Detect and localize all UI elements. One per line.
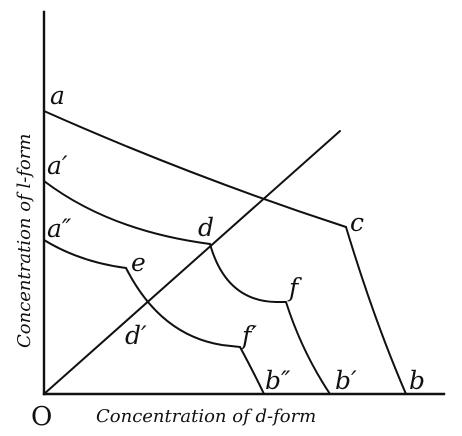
- diagonal-line: [43, 130, 341, 395]
- label-b-double-prime: b″: [265, 366, 291, 395]
- label-a: a: [50, 81, 65, 110]
- curve-e-f1: [125, 267, 241, 348]
- label-c: c: [350, 208, 364, 237]
- label-f-prime: f′: [240, 321, 257, 350]
- label-b: b: [409, 366, 425, 395]
- curve-f-b1: [275, 301, 331, 395]
- curve-f1-b2: [239, 346, 265, 395]
- curve-a2-e: [43, 239, 127, 269]
- x-axis-label: Concentration of d-form: [96, 406, 316, 427]
- y-axis-label: Concentration of l-form: [14, 134, 35, 348]
- curve-d-f: [209, 243, 277, 303]
- label-f: f: [287, 273, 302, 302]
- label-d-prime: d′: [125, 321, 147, 350]
- label-e: e: [131, 248, 146, 277]
- label-a-prime: a′: [47, 151, 68, 180]
- label-b-prime: b′: [335, 366, 357, 395]
- label-d: d: [198, 213, 214, 242]
- curve-a1-d: [43, 180, 211, 245]
- origin-label: O: [31, 402, 52, 432]
- label-a-double-prime: a″: [47, 214, 72, 243]
- curve-a-c: [43, 110, 347, 228]
- curve-c-b: [345, 226, 407, 395]
